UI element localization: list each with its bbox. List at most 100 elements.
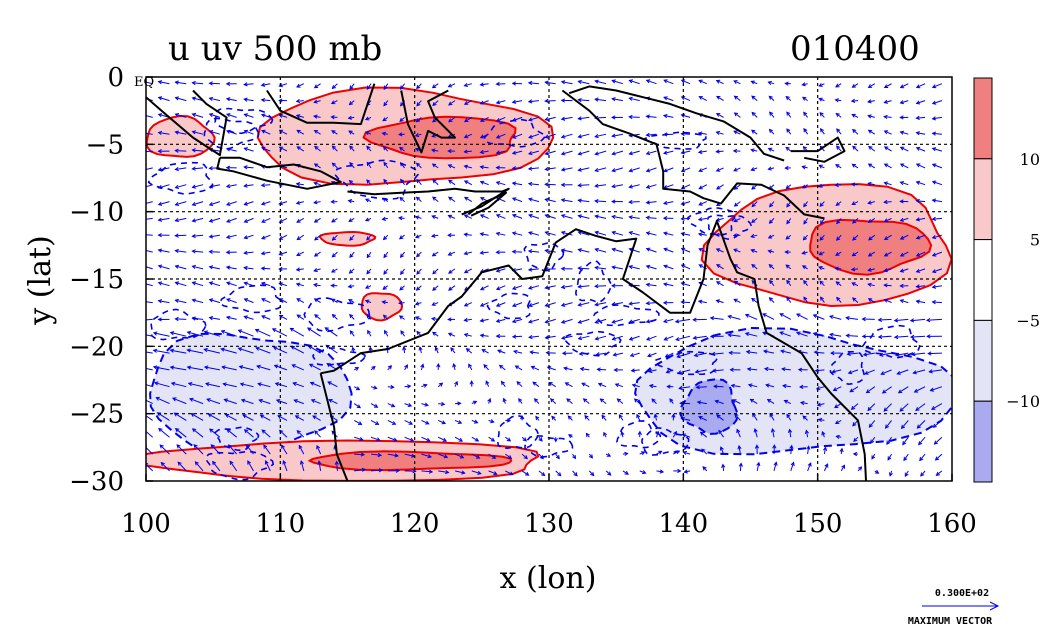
wind-vector-head xyxy=(813,350,819,355)
wind-vector-head xyxy=(931,406,936,410)
wind-vector xyxy=(416,117,422,123)
wind-vector xyxy=(496,318,506,322)
wind-vector-head xyxy=(330,283,335,288)
wind-vector-head xyxy=(931,198,937,203)
wind-vector xyxy=(530,351,539,354)
wind-vector-head xyxy=(511,134,517,139)
vector-legend: 0.300E+02 MAXIMUM VECTOR xyxy=(908,588,1000,627)
wind-vector xyxy=(803,112,809,118)
wind-vector xyxy=(383,251,389,258)
wind-vector-head xyxy=(899,199,904,204)
wind-vector-head xyxy=(912,370,917,375)
pos-region-sumatra xyxy=(146,114,216,158)
wind-vector-head xyxy=(457,401,462,406)
wind-vector xyxy=(404,436,414,442)
wind-vector-head xyxy=(511,249,517,254)
wind-vector-head xyxy=(697,217,703,222)
wind-vector-head xyxy=(733,248,738,253)
wind-vector-head xyxy=(278,113,283,118)
wind-vector-head xyxy=(225,234,231,239)
wind-vector xyxy=(612,133,623,137)
wind-vector-head xyxy=(662,200,668,205)
wind-vector-head xyxy=(469,380,474,385)
wind-vector xyxy=(209,97,221,102)
wind-vector-head xyxy=(527,197,533,202)
wind-vector-head xyxy=(367,329,371,335)
wind-vector-head xyxy=(819,112,824,117)
wind-vector xyxy=(751,95,758,101)
wind-vector-head xyxy=(157,248,163,253)
wind-vector-head xyxy=(611,168,616,173)
wind-vector xyxy=(464,150,472,153)
wind-vector-head xyxy=(447,214,453,219)
wind-vector-head xyxy=(278,98,283,103)
wind-vector-head xyxy=(260,183,266,188)
wind-vector xyxy=(756,462,760,472)
wind-vector-head xyxy=(261,429,266,434)
wind-vector xyxy=(915,403,926,411)
wind-vector-head xyxy=(836,128,841,133)
wind-vector xyxy=(170,366,187,371)
wind-vector xyxy=(814,351,825,354)
wind-vector-head xyxy=(539,455,544,460)
wind-vector-head xyxy=(404,364,408,369)
wind-vector-head xyxy=(376,437,381,442)
wind-vector-head xyxy=(665,369,670,374)
wind-vector xyxy=(884,116,892,118)
wind-vector-head xyxy=(647,353,652,358)
wind-vector-head xyxy=(899,299,905,304)
wind-vector-head xyxy=(611,301,616,307)
wind-vector-head xyxy=(479,333,485,338)
wind-vector-head xyxy=(425,420,430,425)
wind-vector xyxy=(481,349,489,354)
wind-vector-head xyxy=(331,236,337,241)
wind-vector-head xyxy=(511,99,517,104)
wind-vector-head xyxy=(327,381,332,386)
wind-vector xyxy=(916,83,926,88)
wind-vector xyxy=(595,302,607,306)
wind-vector-head xyxy=(909,318,915,323)
wind-vector-head xyxy=(398,132,403,137)
wind-vector xyxy=(314,251,321,257)
wind-vector-head xyxy=(714,399,719,404)
wind-vector xyxy=(682,434,691,438)
wind-vector-head xyxy=(243,298,249,303)
wind-vector-head xyxy=(463,164,469,169)
wind-vector xyxy=(697,401,707,405)
wind-vector xyxy=(612,302,623,305)
wind-vector xyxy=(438,470,449,473)
wind-vector-head xyxy=(852,219,857,224)
wind-vector-head xyxy=(577,319,583,324)
wind-vector xyxy=(205,383,221,388)
wind-vector-head xyxy=(850,267,856,272)
wind-vector-head xyxy=(142,97,146,100)
wind-vector-head xyxy=(448,286,453,291)
wind-vector-head xyxy=(330,115,335,120)
wind-vector xyxy=(665,352,674,358)
wind-vector xyxy=(293,382,304,388)
wind-vector-head xyxy=(448,118,453,123)
wind-vector xyxy=(244,166,254,169)
wind-vector xyxy=(595,80,607,85)
wind-vector xyxy=(578,302,590,306)
wind-vector-head xyxy=(402,345,407,351)
wind-vector xyxy=(366,83,372,90)
wind-vector xyxy=(432,100,439,106)
wind-vector-head xyxy=(715,248,721,253)
wind-vector xyxy=(146,430,154,438)
wind-vector-head xyxy=(899,268,905,273)
wind-vector xyxy=(177,461,187,472)
wind-vector-head xyxy=(716,414,721,419)
wind-vector-head xyxy=(663,96,668,101)
wind-vector xyxy=(932,116,942,120)
wind-vector-head xyxy=(450,347,455,352)
wind-vector-head xyxy=(798,384,804,390)
wind-vector-head xyxy=(663,79,668,84)
wind-vector-head xyxy=(434,346,439,351)
wind-vector xyxy=(400,251,405,258)
wind-vector-head xyxy=(208,281,214,286)
wind-vector-head xyxy=(157,299,163,304)
wind-vector xyxy=(146,217,153,220)
wind-vector xyxy=(175,265,187,270)
wind-vector xyxy=(192,234,204,237)
